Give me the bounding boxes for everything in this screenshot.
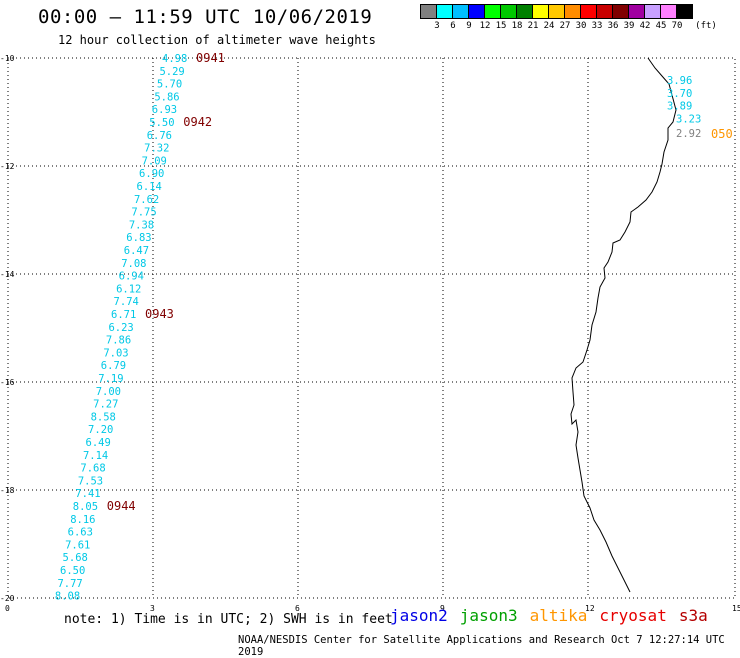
credit-line: NOAA/NESDIS Center for Satellite Applica… (238, 634, 725, 658)
legend-label: 21 (527, 21, 539, 31)
swh-value: 7.61 (65, 539, 90, 551)
legend-label: 12 (479, 21, 491, 31)
color-legend: 3 6 9 12 15 18 21 24 27 30 33 36 39 42 45 70 (ft) (420, 4, 717, 33)
legend-label: 30 (575, 21, 587, 31)
x-tick-label: 12 (585, 604, 595, 613)
legend-label: 24 (543, 21, 555, 31)
time-label: 0941 (196, 51, 225, 65)
legend-label: 3 (434, 21, 440, 31)
swh-value: 3.70 (667, 88, 692, 100)
satellite-jason2: jason2 (390, 606, 448, 625)
swh-value: 5.86 (154, 91, 179, 103)
swh-value: 6.79 (101, 360, 126, 372)
legend-unit: (ft) (695, 21, 717, 31)
swh-value: 6.50 (60, 565, 85, 577)
y-tick-label: -16 (0, 378, 15, 387)
y-tick-label: -10 (0, 54, 15, 63)
swh-value: 7.09 (142, 155, 167, 167)
swh-value: 7.00 (96, 386, 121, 398)
satellite-cryosat: cryosat (599, 606, 667, 625)
swh-value: 7.77 (57, 578, 82, 590)
legend-label: 45 (655, 21, 667, 31)
swh-value: 7.62 (134, 194, 159, 206)
y-tick-label: -12 (0, 162, 15, 171)
swh-value: 6.49 (86, 437, 111, 449)
swh-value: 7.38 (129, 219, 154, 231)
satellite-s3a: s3a (678, 606, 708, 625)
legend-label: 27 (559, 21, 571, 31)
swh-value: 8.58 (91, 411, 116, 423)
legend-label: 9 (466, 21, 472, 31)
swh-value: 6.71 (111, 309, 136, 321)
swh-value: 7.08 (121, 258, 146, 270)
time-label: 050 (711, 127, 733, 141)
map-subtitle: 12 hour collection of altimeter wave hei… (58, 33, 376, 47)
swh-value: 6.93 (152, 104, 177, 116)
swh-value: 5.50 (149, 117, 174, 129)
swh-value: 3.96 (667, 75, 692, 87)
legend-label: 39 (623, 21, 635, 31)
swh-value: 7.20 (88, 424, 113, 436)
time-label: 0943 (145, 307, 174, 321)
swh-value: 6.23 (108, 322, 133, 334)
x-tick-label: 6 (295, 604, 300, 613)
swh-value: 6.76 (147, 130, 172, 142)
x-tick-label: 0 (5, 604, 10, 613)
y-tick-label: -14 (0, 270, 15, 279)
y-tick-label: -20 (0, 594, 15, 603)
swh-value: 7.75 (131, 207, 156, 219)
time-label: 0944 (107, 499, 136, 513)
swh-value: 5.29 (159, 66, 184, 78)
legend-label: 42 (639, 21, 651, 31)
legend-label: 15 (495, 21, 507, 31)
coastline (570, 57, 677, 593)
legend-label: 18 (511, 21, 523, 31)
legend-label: 70 (671, 21, 683, 31)
swh-value: 7.03 (103, 347, 128, 359)
swh-value: 5.70 (157, 79, 182, 91)
note-text: note: 1) Time is in UTC; 2) SWH is in fe… (64, 612, 393, 627)
legend-label: 6 (450, 21, 456, 31)
swh-value: 6.90 (139, 168, 164, 180)
time-label: 0942 (183, 115, 212, 129)
swh-value: 3.23 (676, 113, 701, 125)
swh-value: 7.41 (75, 488, 100, 500)
swh-value: 3.89 (667, 101, 692, 113)
swh-value: 7.27 (93, 399, 118, 411)
swh-value: 6.47 (124, 245, 149, 257)
swh-value: 7.86 (106, 335, 131, 347)
x-tick-label: 9 (440, 604, 445, 613)
swh-value: 8.08 (55, 591, 80, 603)
swh-value: 8.16 (70, 514, 95, 526)
y-tick-label: -18 (0, 486, 15, 495)
x-tick-label: 15 (732, 604, 740, 613)
swh-value: 6.83 (126, 232, 151, 244)
map-title: 00:00 – 11:59 UTC 10/06/2019 (38, 6, 373, 28)
x-tick-label: 3 (150, 604, 155, 613)
satellite-legend: jason2 jason3 altika cryosat s3a (390, 606, 720, 625)
swh-value: 6.94 (119, 271, 144, 283)
swh-value: 6.63 (68, 527, 93, 539)
satellite-jason3: jason3 (459, 606, 518, 625)
swh-value: 5.68 (63, 552, 88, 564)
legend-swatch (676, 4, 693, 19)
map-frame (7, 57, 736, 599)
swh-value: 7.68 (80, 463, 105, 475)
swh-value: 7.32 (144, 143, 169, 155)
swh-value: 7.74 (114, 296, 139, 308)
swh-value: 7.14 (83, 450, 108, 462)
swh-value: 4.98 (162, 53, 187, 65)
legend-label: 33 (591, 21, 603, 31)
swh-value: 6.12 (116, 283, 141, 295)
swh-value: 6.14 (137, 181, 162, 193)
satellite-altika: altika (529, 606, 588, 625)
swh-value: 8.05 (73, 501, 98, 513)
legend-label: 36 (607, 21, 619, 31)
swh-value: 7.53 (78, 475, 103, 487)
swh-value: 2.92 (676, 128, 701, 140)
swh-value: 7.19 (98, 373, 123, 385)
